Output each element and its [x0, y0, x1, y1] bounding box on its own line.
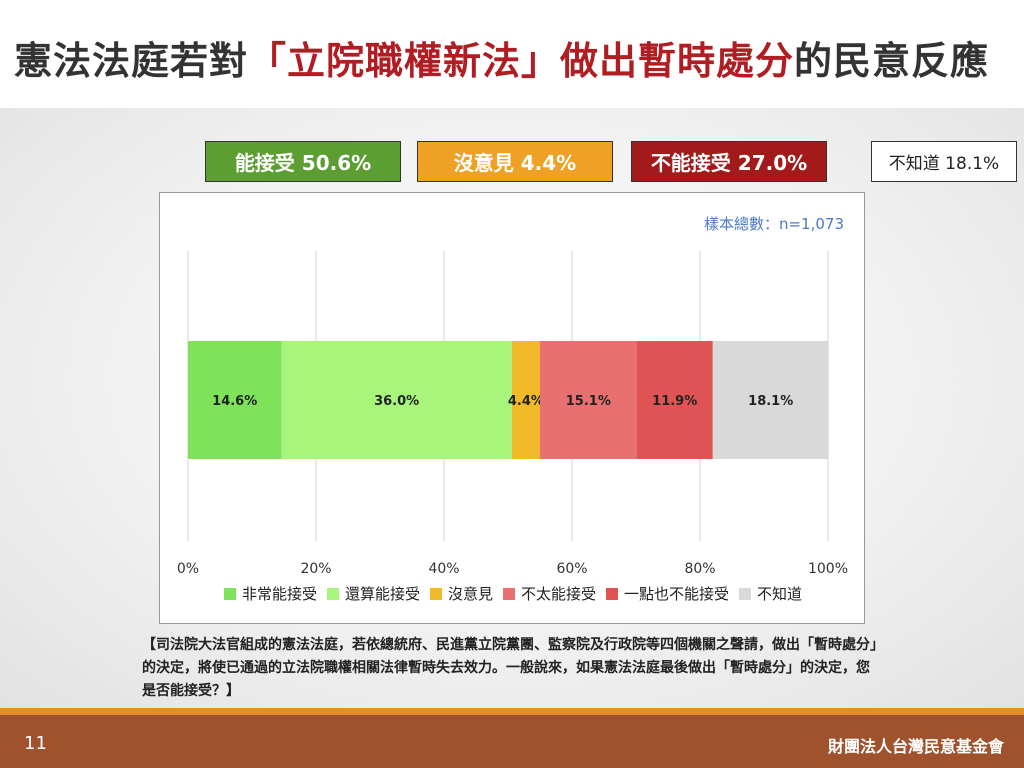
legend-label: 還算能接受: [344, 585, 420, 603]
legend-item: 一點也不能接受: [606, 583, 729, 604]
bar-segment: [281, 341, 512, 459]
legend-label: 沒意見: [447, 585, 493, 603]
x-tick-label: 80%: [684, 561, 715, 577]
data-label: 14.6%: [212, 394, 257, 409]
bar-segment: [540, 341, 637, 459]
legend-label: 一點也不能接受: [624, 585, 730, 603]
legend-item: 沒意見: [429, 583, 493, 604]
legend-item: 不太能接受: [503, 583, 596, 604]
legend-swatch: [503, 587, 515, 600]
data-label: 4.4%: [508, 394, 544, 409]
bar-segment: [511, 341, 540, 459]
summary-unknown-box: 不知道 18.1%: [871, 141, 1017, 182]
title-highlight: 「立院職權新法」做出暫時處分: [248, 39, 795, 83]
summary-reject-box: 不能接受 27.0%: [631, 141, 827, 182]
x-tick-label: 60%: [556, 561, 587, 577]
legend-label: 非常能接受: [241, 585, 317, 603]
legend-label: 不太能接受: [521, 585, 597, 603]
legend-swatch: [326, 587, 339, 600]
bar-segment: [712, 341, 829, 459]
legend-swatch: [429, 587, 442, 600]
title-bar: 憲法法庭若對「立院職權新法」做出暫時處分的民意反應: [0, 0, 1024, 108]
x-tick-label: 40%: [428, 561, 459, 577]
legend-item: 非常能接受: [223, 583, 317, 604]
title-suffix: 的民意反應: [794, 39, 990, 83]
chart-panel: 樣本總數：n=1,073 0% 20% 40% 60% 80% 100% 14.6% 36.0…: [159, 192, 865, 624]
x-tick-label: 20%: [300, 561, 331, 577]
legend-swatch: [739, 587, 752, 600]
legend-label: 不知道: [757, 585, 803, 603]
title-prefix: 憲法法庭若對: [14, 39, 249, 83]
chart-legend: 非常能接受 還算能接受 沒意見 不太能接受 一點也不能接受 不知道: [180, 583, 846, 604]
bar-segment: [188, 341, 282, 459]
organization-name: 財團法人台灣民意基金會: [827, 737, 1004, 756]
summary-accept-box: 能接受 50.6%: [205, 141, 401, 182]
data-label: 36.0%: [374, 394, 419, 409]
summary-neutral-box: 沒意見 4.4%: [417, 141, 613, 182]
data-label: 11.9%: [652, 394, 697, 409]
stacked-bar-chart: 0% 20% 40% 60% 80% 100% 14.6% 36.0% 4.4% 15.1% 11.…: [177, 251, 848, 577]
legend-swatch: [606, 587, 619, 600]
page-title: 憲法法庭若對「立院職權新法」做出暫時處分的民意反應: [14, 30, 989, 85]
page-number: 11: [24, 733, 47, 754]
footer-accent-strip: [0, 708, 1024, 715]
sample-size-note: 樣本總數：n=1,073: [703, 215, 844, 233]
legend-item: 不知道: [739, 583, 802, 604]
data-label: 18.1%: [748, 394, 793, 409]
legend-item: 還算能接受: [326, 583, 420, 604]
x-tick-label: 0%: [177, 561, 199, 577]
bar-segment: [636, 341, 713, 459]
footer-bar: 11 財團法人台灣民意基金會: [0, 715, 1024, 768]
x-tick-label: 100%: [808, 561, 848, 577]
data-label: 15.1%: [566, 394, 611, 409]
survey-question: 【司法院大法官組成的憲法法庭，若依總統府、民進黨立院黨團、監察院及行政院等四個機…: [142, 637, 877, 699]
legend-swatch: [223, 587, 236, 600]
